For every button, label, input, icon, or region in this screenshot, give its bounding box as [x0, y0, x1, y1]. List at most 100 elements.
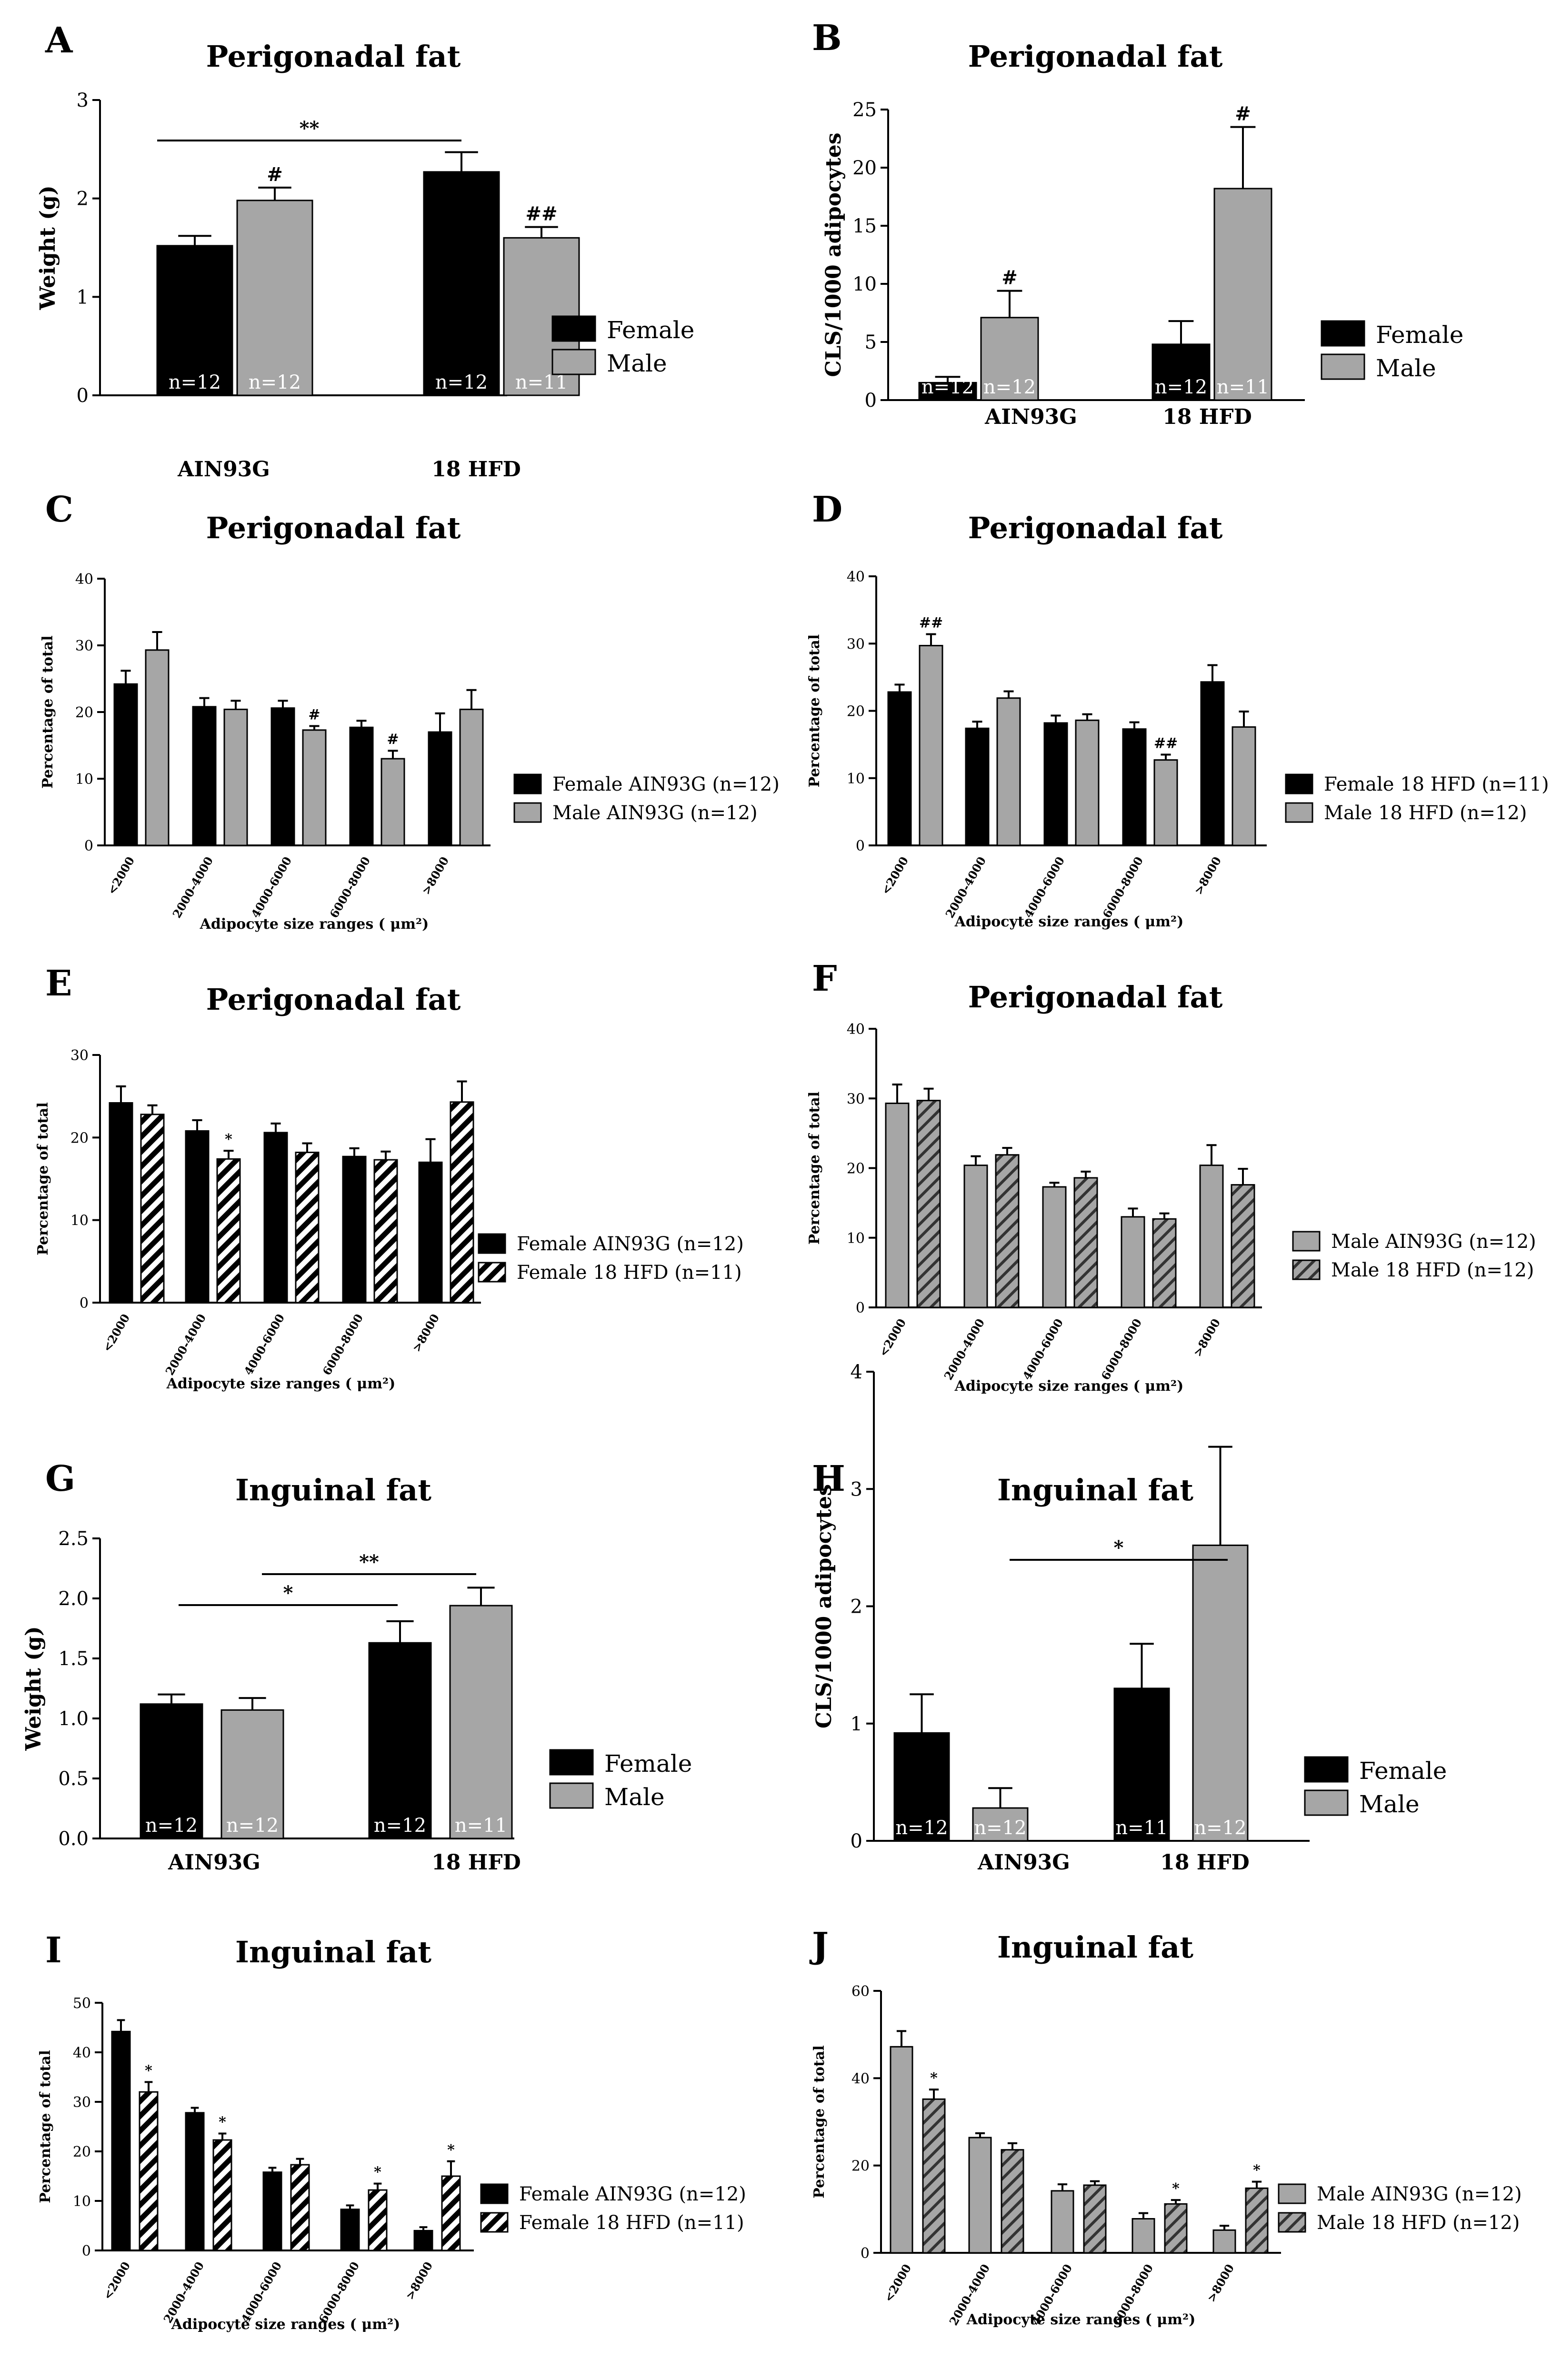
bar: [1212, 2229, 1236, 2254]
x-category-label: 2000-4000: [160, 2259, 207, 2326]
x-category-label: 18 HFD: [1162, 405, 1252, 429]
bar: [893, 1732, 950, 1842]
bar: [380, 758, 405, 846]
x-category-label: >8000: [419, 854, 452, 897]
y-tick-label: 30: [847, 1091, 865, 1107]
x-axis-label: Adipocyte size ranges ( μm²): [954, 914, 1184, 930]
legend-label: Male AIN93G (n=12): [1317, 2183, 1522, 2205]
y-tick-label: 0: [856, 1300, 865, 1316]
y-tick-label: 0: [84, 838, 93, 854]
bar: [1245, 2187, 1269, 2254]
panel-d: D Perigonadal fat 0 10 20 30 40 Percentage of t…: [806, 489, 1549, 930]
significance-marker: #: [267, 163, 283, 186]
y-tick-label: 10: [847, 1230, 865, 1247]
y-tick-label: 60: [851, 1983, 870, 2000]
n-label: n=12: [435, 372, 488, 393]
x-category-label: >8000: [1192, 854, 1224, 897]
y-tick-label: 20: [70, 1130, 89, 1146]
y-tick-label: 1.0: [58, 1708, 89, 1730]
y-tick-label: 1: [851, 1713, 862, 1735]
n-label: n=12: [1155, 376, 1207, 398]
x-category-label: <2000: [100, 1312, 133, 1355]
bar: [1152, 1218, 1177, 1308]
legend-label: Male: [604, 1783, 665, 1811]
chart-title: Inguinal fat: [997, 1473, 1193, 1507]
significance-marker: #: [308, 706, 320, 723]
legend-swatch: [513, 802, 542, 823]
bar: [919, 644, 943, 846]
legend-label: Female AIN93G (n=12): [552, 773, 780, 795]
y-tick-label: 2.5: [58, 1528, 89, 1550]
y-tick-label: 40: [73, 2045, 91, 2061]
legend-swatch: [480, 2183, 509, 2204]
n-label: n=12: [226, 1815, 279, 1837]
y-tick-label: 10: [847, 771, 865, 787]
y-axis-label: CLS/1000 adipocytes: [812, 1484, 836, 1728]
x-category-label: 6000-8000: [1098, 1316, 1144, 1383]
panel-letter: D: [812, 489, 842, 530]
chart-title: Perigonadal fat: [968, 511, 1223, 545]
bar: [302, 729, 327, 846]
bar: [185, 2112, 205, 2251]
legend-swatch: [1292, 1231, 1321, 1252]
bar: [109, 1102, 133, 1304]
bar: [1192, 1544, 1249, 1842]
y-tick-label: 0: [851, 1830, 862, 1852]
panel-letter: A: [45, 20, 73, 61]
bar: [185, 1130, 210, 1304]
y-tick-label: 40: [847, 1021, 865, 1038]
bar: [216, 1158, 241, 1304]
bar: [965, 727, 990, 846]
legend-label: Female 18 HFD (n=11): [519, 2212, 744, 2234]
legend-swatch: [478, 1262, 506, 1283]
bar: [220, 1709, 284, 1839]
panel-letter: I: [45, 1930, 62, 1971]
bar: [1043, 722, 1068, 846]
x-category-label: 6000-8000: [320, 1312, 366, 1378]
y-tick-label: 25: [852, 99, 877, 121]
legend-swatch: [1278, 2183, 1306, 2204]
bar: [290, 2164, 310, 2251]
x-category-label: 2000-4000: [942, 854, 989, 921]
bar: [262, 2171, 282, 2251]
y-tick-label: 50: [73, 1995, 91, 2012]
x-category-label: >8000: [1204, 2262, 1237, 2305]
x-axis-label: Adipocyte size ranges ( μm²): [966, 2311, 1196, 2328]
x-category-label: 18 HFD: [431, 1850, 521, 1875]
legend-label: Male AIN93G (n=12): [552, 802, 758, 824]
bar: [1122, 728, 1147, 846]
y-axis-label: Percentage of total: [37, 2050, 54, 2203]
significance-marker: #: [1235, 103, 1251, 125]
y-axis-label: Percentage of total: [40, 635, 56, 789]
y-axis-label: CLS/1000 adipocytes: [821, 132, 846, 377]
x-category-label: 18 HFD: [431, 457, 521, 482]
legend-swatch: [1321, 353, 1365, 380]
bar: [139, 2091, 159, 2251]
bar: [368, 1642, 432, 1839]
bar: [1075, 719, 1100, 846]
n-label: n=12: [374, 1815, 426, 1837]
x-category-label: <2000: [881, 2262, 914, 2305]
bar: [423, 171, 500, 396]
y-tick-label: 20: [847, 703, 865, 720]
legend-swatch: [551, 349, 596, 375]
bar: [212, 2139, 232, 2251]
legend-swatch: [1304, 1756, 1349, 1783]
chart-title: Perigonadal fat: [968, 980, 1223, 1014]
chart-title: Inguinal fat: [997, 1930, 1193, 1965]
y-tick-label: 5: [865, 331, 877, 353]
legend-label: Female: [1376, 321, 1463, 349]
significance-marker: ##: [525, 203, 557, 225]
n-label: n=12: [974, 1817, 1026, 1839]
legend-swatch: [480, 2212, 509, 2233]
bar: [145, 649, 170, 846]
y-axis-label: Weight (g): [21, 1626, 46, 1751]
significance-marker: *: [447, 2142, 455, 2159]
panel-c: C Perigonadal fat 0 10 20 30 40 Percentage of t…: [40, 489, 780, 933]
legend-swatch: [549, 1749, 594, 1776]
panel-letter: F: [812, 958, 837, 999]
x-axis-label: Adipocyte size ranges ( μm²): [200, 916, 429, 933]
bar: [1151, 343, 1211, 401]
bar: [342, 1155, 367, 1304]
